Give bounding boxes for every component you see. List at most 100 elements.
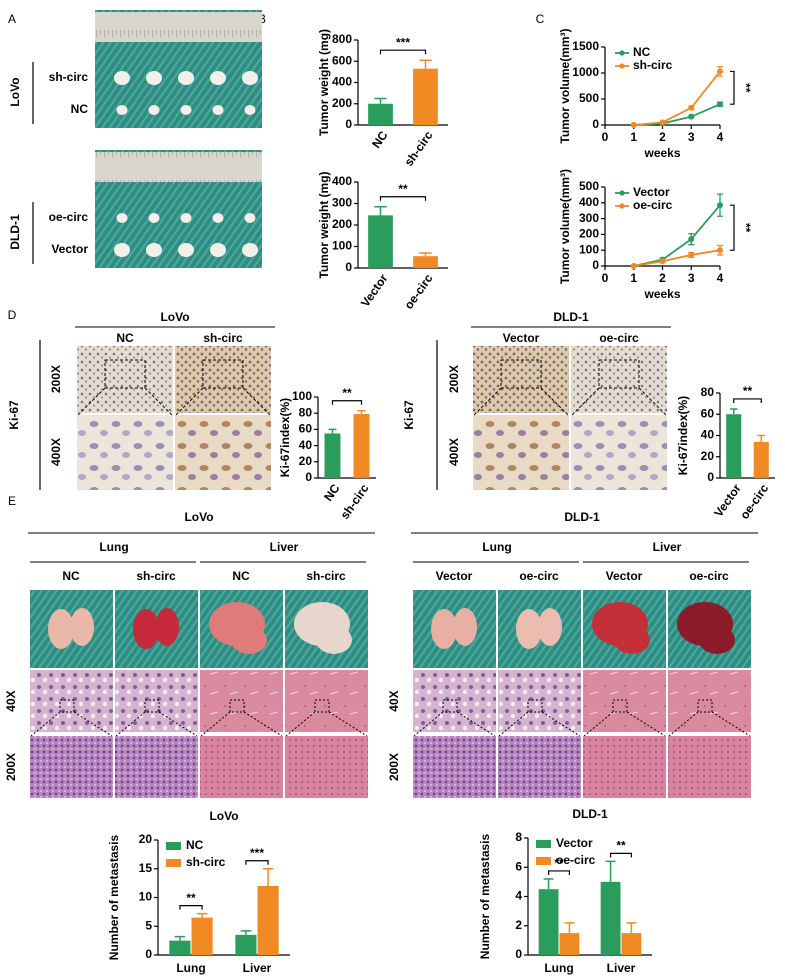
bar — [324, 433, 341, 478]
y-tick-label: 800 — [332, 32, 352, 46]
he-image — [413, 670, 496, 732]
zoom-line — [711, 711, 751, 737]
point — [717, 202, 723, 209]
significance-bracket — [379, 196, 427, 201]
x-tick-label: 2 — [659, 130, 666, 144]
zoom-line — [158, 711, 198, 737]
error-bar — [374, 97, 387, 104]
x-tick-label: Vector — [358, 271, 391, 309]
legend-label: sh-circ — [633, 58, 673, 72]
y-tick-label: 0 — [592, 258, 599, 272]
x-axis-label: weeks — [643, 287, 680, 301]
point — [688, 236, 695, 243]
y-axis-label: Tumor volume(mm³) — [558, 28, 572, 143]
zoom-line — [73, 711, 113, 737]
y-tick-label: 400 — [332, 75, 352, 89]
x-tick-label: 2 — [659, 271, 666, 285]
y-tick-label: 300 — [579, 211, 599, 225]
he-image — [30, 736, 113, 798]
point — [688, 104, 695, 111]
zoom-line — [175, 387, 204, 416]
point — [688, 113, 695, 120]
legend-marker — [619, 50, 625, 56]
legend-swatch — [166, 842, 181, 850]
significance-label: *** — [396, 35, 410, 49]
y-tick-label: 100 — [292, 389, 312, 403]
organ — [316, 626, 352, 654]
y-tick-label: 40 — [299, 438, 313, 452]
y-tick-label: 20 — [139, 832, 153, 846]
tumor — [212, 105, 224, 115]
x-tick-label: 1 — [630, 271, 637, 285]
zoom-line — [571, 387, 600, 416]
error-bar — [419, 59, 432, 69]
significance-bracket — [179, 905, 203, 910]
legend-label: NC — [633, 45, 651, 59]
y-tick-label: 20 — [299, 454, 313, 468]
zoom-box — [59, 699, 75, 713]
group-label: Vector — [436, 569, 473, 583]
tumor — [180, 105, 192, 115]
legend-label: Vector — [556, 836, 593, 850]
zoom-line — [541, 711, 581, 737]
legend-label: sh-circ — [186, 855, 226, 869]
stain-label: Ki-67 — [402, 400, 416, 430]
organ — [70, 608, 94, 646]
point — [717, 247, 723, 254]
ihc-image — [175, 346, 271, 413]
significance-label: ** — [739, 223, 753, 233]
y-tick-label: 0 — [305, 470, 312, 484]
organ — [516, 609, 542, 649]
zoom-box — [612, 699, 628, 713]
error-bar — [357, 410, 366, 415]
bar — [169, 940, 191, 955]
bar — [257, 886, 279, 955]
y-tick-label: 8 — [515, 830, 522, 844]
y-tick-label: 600 — [332, 53, 352, 67]
bar — [538, 889, 559, 955]
he-image — [115, 736, 198, 798]
ihc-image — [77, 415, 173, 490]
error-bar — [174, 935, 186, 941]
tumor — [178, 71, 194, 85]
x-tick-label: sh-circ — [338, 481, 372, 522]
series-line — [633, 70, 721, 126]
tumor — [244, 105, 256, 115]
organ-label: Liver — [270, 540, 299, 554]
group-label: Vector — [606, 569, 643, 583]
error-bar — [626, 922, 637, 934]
x-tick-label: 3 — [688, 130, 695, 144]
group-label: Vector — [51, 242, 88, 256]
y-tick-label: 400 — [332, 174, 352, 188]
tumor — [146, 243, 162, 257]
tumor — [116, 105, 128, 115]
x-tick-label: Liver — [607, 961, 636, 975]
x-tick-label: oe-circ — [737, 481, 771, 522]
bar — [559, 933, 580, 955]
ruler — [95, 152, 262, 182]
zoom-line — [456, 711, 496, 737]
magnification-label: 200X — [4, 753, 18, 781]
point — [659, 119, 666, 126]
x-tick-label: 0 — [602, 271, 609, 285]
group-label: NC — [71, 102, 89, 116]
cell-line-title: DLD-1 — [564, 510, 600, 524]
group-label: oe-circ — [599, 331, 639, 345]
zoom-line — [144, 387, 173, 416]
significance-bracket — [730, 70, 735, 105]
x-tick-label: Lung — [544, 961, 573, 975]
series-line — [633, 204, 721, 267]
significance-label: ** — [616, 839, 626, 853]
panel-letter: E — [8, 494, 16, 508]
zoom-line — [328, 711, 368, 737]
he-image — [200, 736, 283, 798]
error-bar — [757, 434, 766, 442]
magnification-label: 200X — [387, 753, 401, 781]
magnification-label: 400X — [447, 438, 461, 466]
error-bar — [240, 930, 252, 935]
y-tick-label: 40 — [701, 428, 715, 442]
error-bar — [564, 922, 575, 934]
x-tick-label: NC — [321, 481, 343, 504]
he-image — [668, 670, 751, 732]
y-axis-label: Tumor volume(mm³) — [558, 169, 572, 284]
